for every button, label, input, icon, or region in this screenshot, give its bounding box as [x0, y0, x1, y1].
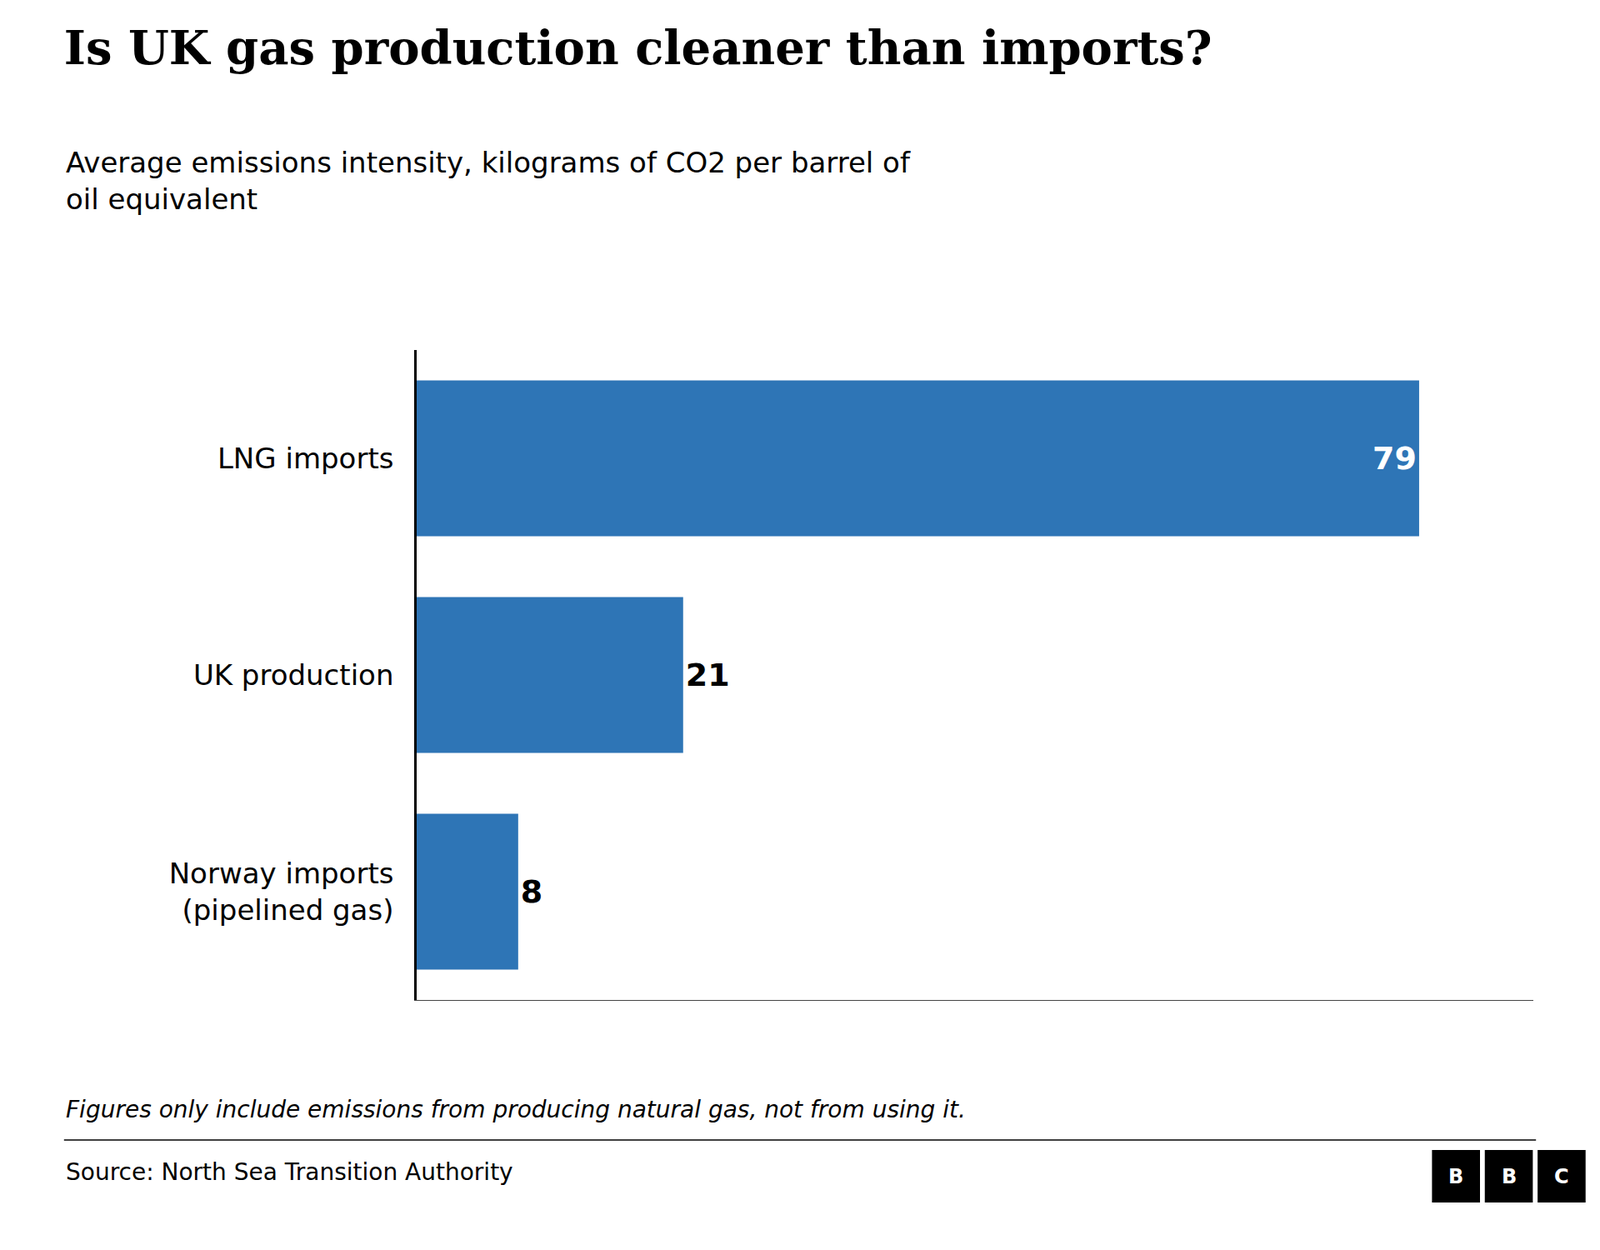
svg-text:UK production: UK production: [193, 658, 395, 692]
svg-text:Source: North Sea Transition A: Source: North Sea Transition Authority: [65, 1158, 514, 1186]
svg-text:C: C: [1554, 1165, 1570, 1189]
svg-text:B: B: [1448, 1165, 1464, 1189]
svg-text:79: 79: [1372, 440, 1417, 477]
svg-text:8: 8: [520, 873, 543, 910]
svg-text:Is UK gas production cleaner t: Is UK gas production cleaner than import…: [64, 20, 1213, 75]
svg-text:B: B: [1501, 1165, 1517, 1189]
svg-text:Norway imports(pipelined gas): Norway imports(pipelined gas): [169, 856, 395, 927]
svg-text:21: 21: [685, 656, 730, 694]
svg-text:LNG imports: LNG imports: [217, 441, 395, 475]
svg-text:Average emissions intensity, k: Average emissions intensity, kilograms o…: [65, 145, 911, 216]
svg-text:Figures only include emissions: Figures only include emissions from prod…: [65, 1095, 966, 1124]
